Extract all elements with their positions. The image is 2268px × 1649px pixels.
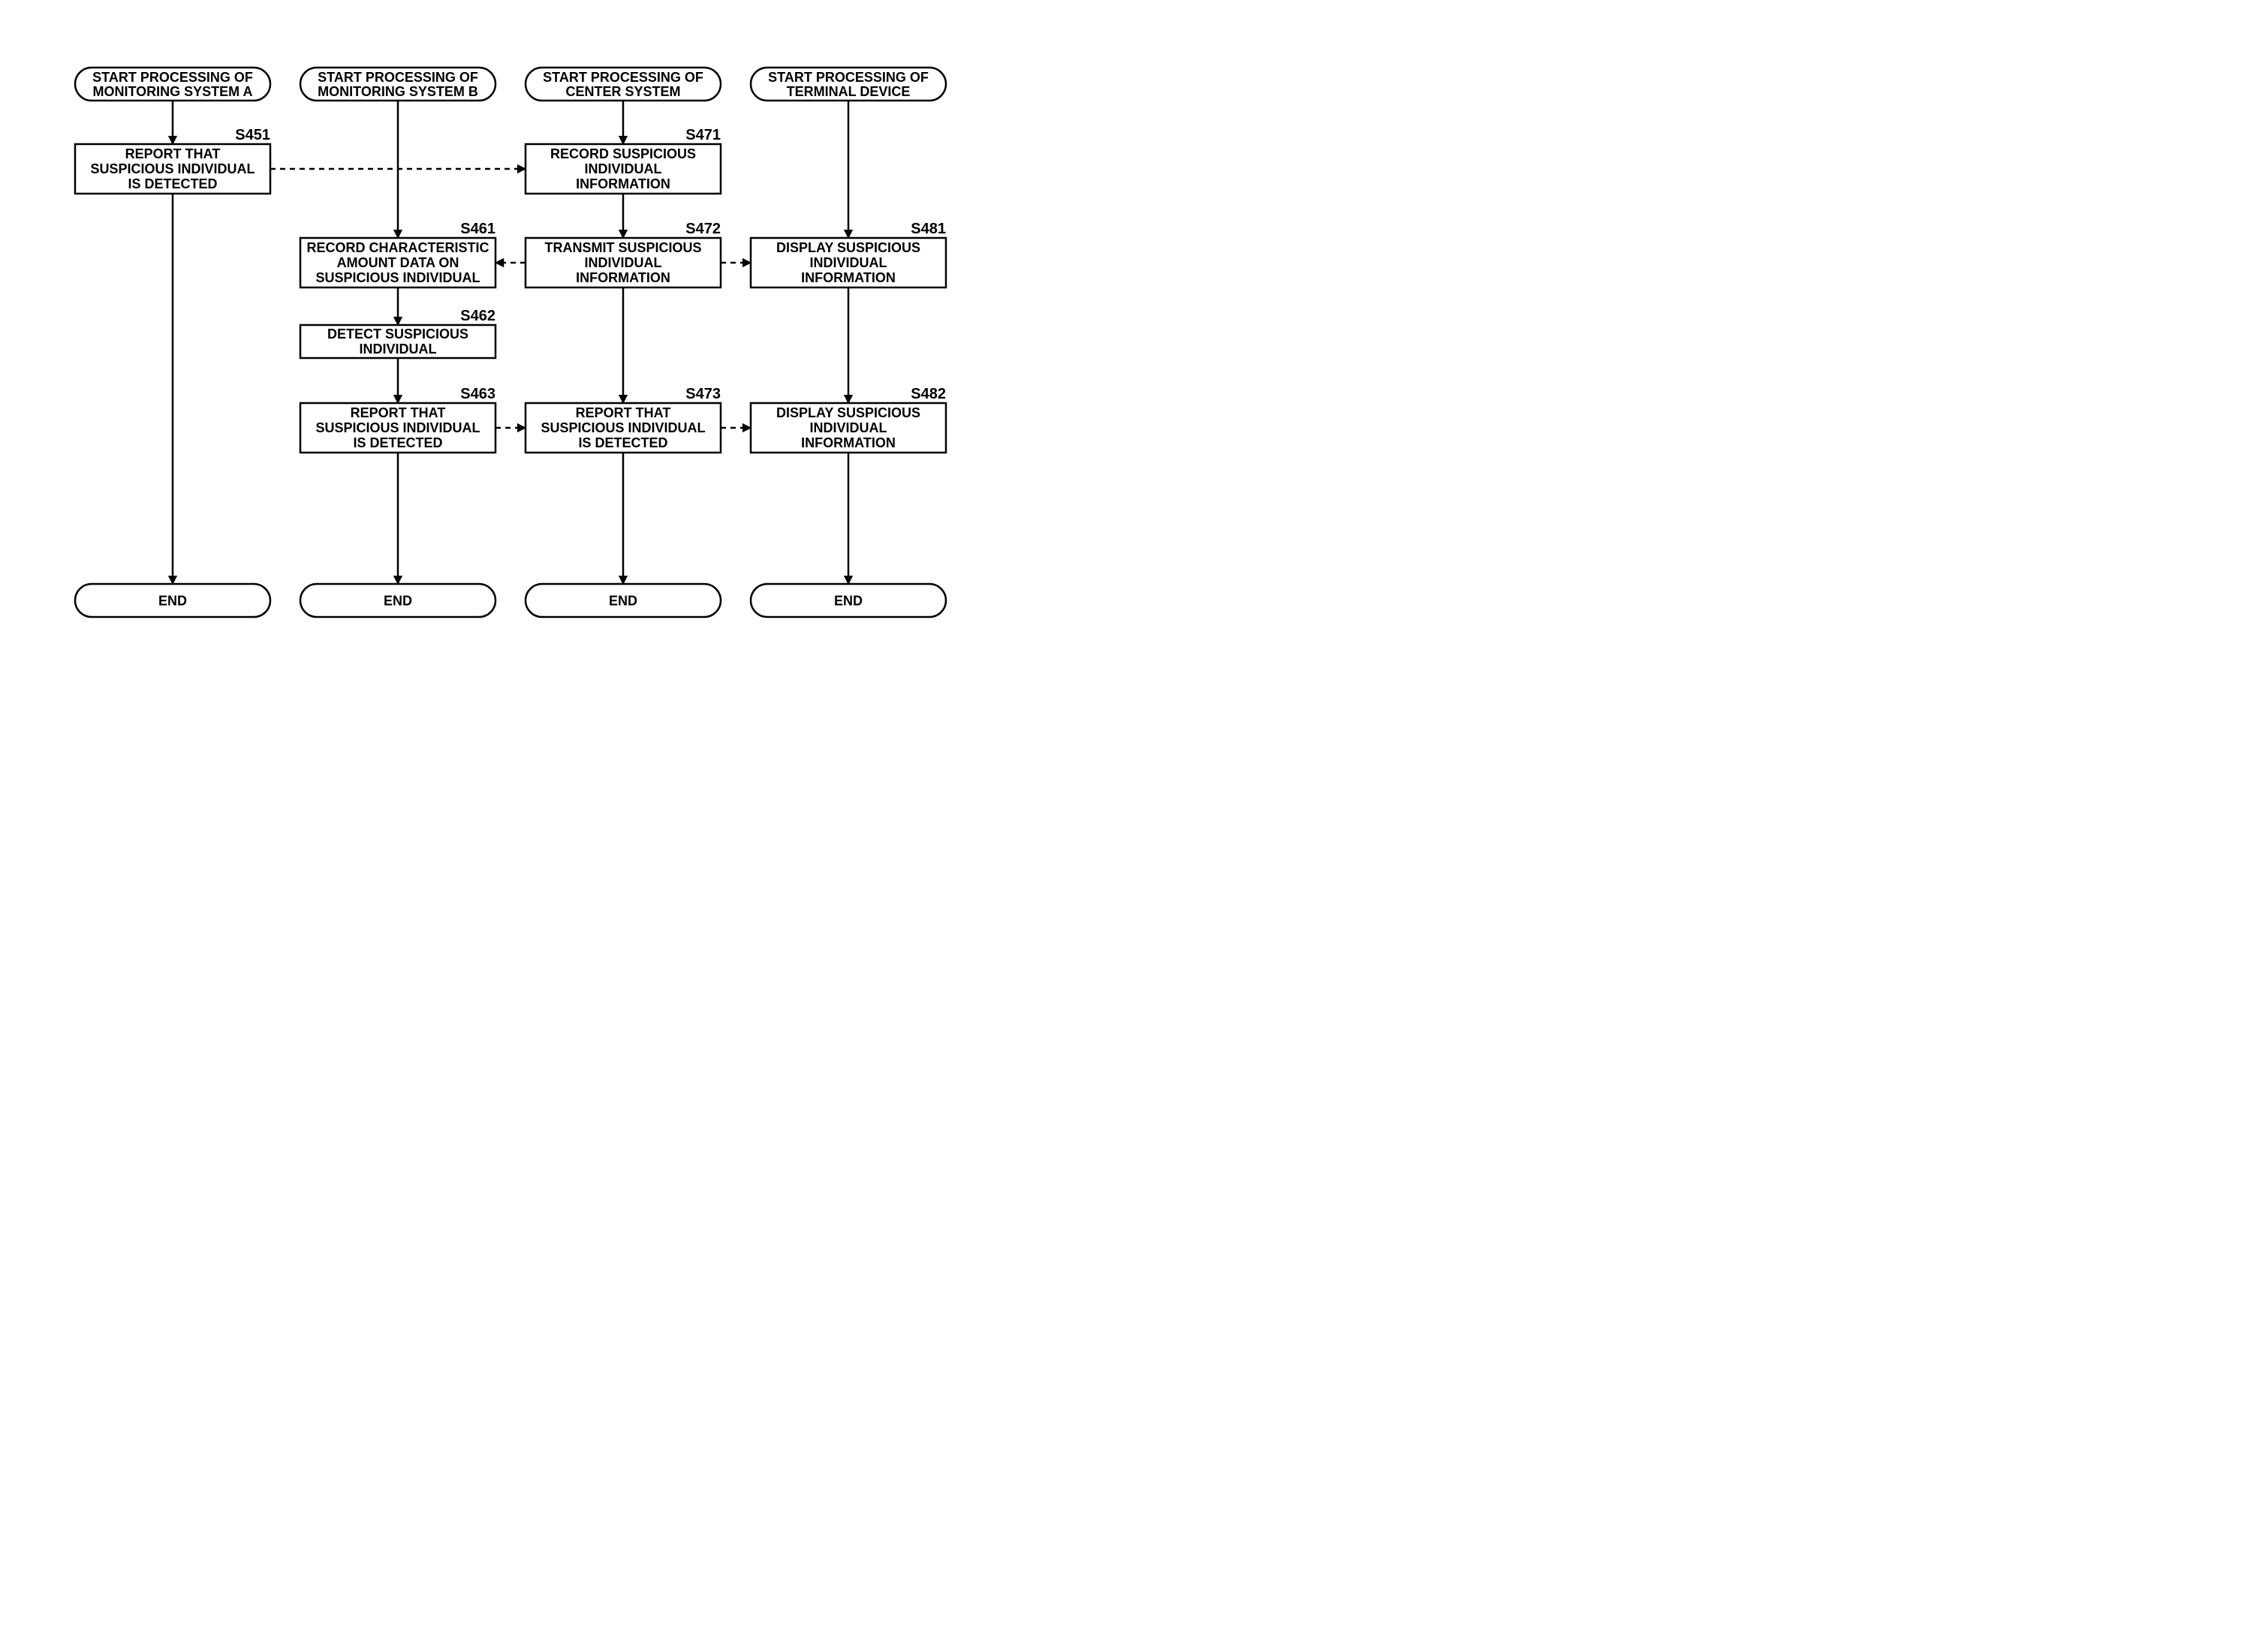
process-label: REPORT THAT xyxy=(125,146,221,161)
step-label: S482 xyxy=(911,386,946,402)
process-label: RECORD CHARACTERISTIC xyxy=(307,240,489,255)
process-label: INFORMATION xyxy=(801,270,896,285)
process-label: INFORMATION xyxy=(801,435,896,450)
process-label: IS DETECTED xyxy=(128,176,217,191)
process-label: INFORMATION xyxy=(576,176,670,191)
terminator-label: MONITORING SYSTEM A xyxy=(92,84,252,99)
process-label: IS DETECTED xyxy=(353,435,442,450)
process-label: INDIVIDUAL xyxy=(810,255,887,270)
terminator-label: START PROCESSING OF xyxy=(92,70,253,85)
process-label: SUSPICIOUS INDIVIDUAL xyxy=(90,161,255,176)
process-label: RECORD SUSPICIOUS xyxy=(550,146,696,161)
process-label: SUSPICIOUS INDIVIDUAL xyxy=(315,420,480,435)
process-label: REPORT THAT xyxy=(576,405,671,420)
process-label: SUSPICIOUS INDIVIDUAL xyxy=(315,270,480,285)
step-label: S451 xyxy=(235,127,270,143)
step-label: S471 xyxy=(685,127,721,143)
process-label: INDIVIDUAL xyxy=(360,342,437,357)
terminator-label: END xyxy=(384,593,412,608)
terminator-label: START PROCESSING OF xyxy=(318,70,478,85)
process-label: SUSPICIOUS INDIVIDUAL xyxy=(541,420,705,435)
process-label: AMOUNT DATA ON xyxy=(337,255,459,270)
process-label: DISPLAY SUSPICIOUS xyxy=(776,405,920,420)
process-label: TRANSMIT SUSPICIOUS xyxy=(544,240,701,255)
terminator-label: CENTER SYSTEM xyxy=(565,84,680,99)
terminator-label: TERMINAL DEVICE xyxy=(787,84,911,99)
process-label: REPORT THAT xyxy=(351,405,446,420)
process-label: INFORMATION xyxy=(576,270,670,285)
step-label: S472 xyxy=(685,221,721,237)
step-label: S462 xyxy=(460,308,495,324)
process-label: DISPLAY SUSPICIOUS xyxy=(776,240,920,255)
terminator-label: END xyxy=(834,593,863,608)
process-label: DETECT SUSPICIOUS xyxy=(327,326,468,342)
process-label: INDIVIDUAL xyxy=(810,420,887,435)
terminator-label: START PROCESSING OF xyxy=(543,70,703,85)
terminator-label: START PROCESSING OF xyxy=(768,70,929,85)
terminator-label: MONITORING SYSTEM B xyxy=(318,84,478,99)
terminator-label: END xyxy=(158,593,187,608)
process-label: IS DETECTED xyxy=(578,435,667,450)
step-label: S463 xyxy=(460,386,495,402)
step-label: S481 xyxy=(911,221,946,237)
step-label: S473 xyxy=(685,386,721,402)
step-label: S461 xyxy=(460,221,495,237)
process-label: INDIVIDUAL xyxy=(585,161,662,176)
flowchart-canvas: START PROCESSING OFMONITORING SYSTEM AST… xyxy=(30,30,1081,645)
process-label: INDIVIDUAL xyxy=(585,255,662,270)
terminator-label: END xyxy=(609,593,637,608)
